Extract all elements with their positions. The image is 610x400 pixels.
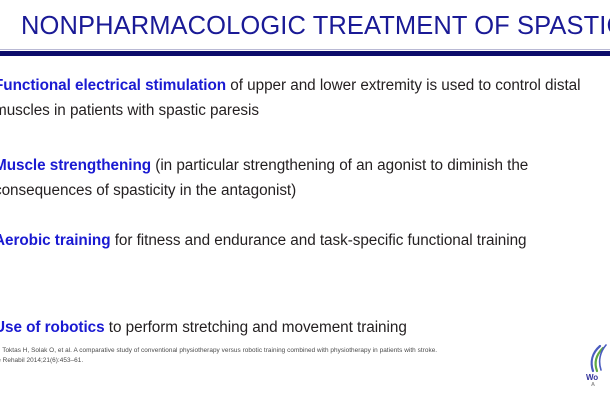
bullet-text-2: (in particular strengthening of an agoni…	[0, 157, 529, 199]
bullet-lead-1: Functional electrical stimulation	[0, 77, 227, 94]
page-title: NONPHARMACOLOGIC TREATMENT OF SPASTICITY	[21, 12, 610, 40]
title-divider-hairline	[0, 49, 610, 50]
organization-logo: Wo A	[586, 344, 610, 396]
bullet-paragraph-2: Muscle strengthening (in particular stre…	[0, 154, 610, 203]
bullet-text-4: to perform stretching and movement train…	[104, 319, 407, 336]
logo-swoosh-icon	[590, 344, 607, 373]
bullet-lead-4: Use of robotics	[0, 319, 105, 336]
logo-wordmark: Wo	[586, 373, 598, 382]
logo-subtext: A	[591, 382, 595, 388]
citation-footnote: U, Toktas H, Solak O, et al. A comparati…	[0, 346, 594, 365]
bullet-paragraph-3: Aerobic training for fitness and enduran…	[0, 229, 610, 254]
bullet-paragraph-4: Use of robotics to perform stretching an…	[0, 316, 610, 341]
bullet-lead-3: Aerobic training	[0, 232, 111, 249]
citation-line-2: ke Rehabil 2014;21(6):453–61.	[0, 356, 84, 364]
title-divider	[0, 51, 610, 56]
bullet-lead-2: Muscle strengthening	[0, 157, 152, 174]
citation-line-1: U, Toktas H, Solak O, et al. A comparati…	[0, 347, 438, 354]
bullet-text-1: of upper and lower extremity is used to …	[0, 77, 581, 119]
bullet-text-3: for fitness and endurance and task-speci…	[110, 232, 527, 249]
bullet-paragraph-1: Functional electrical stimulation of upp…	[0, 74, 610, 123]
